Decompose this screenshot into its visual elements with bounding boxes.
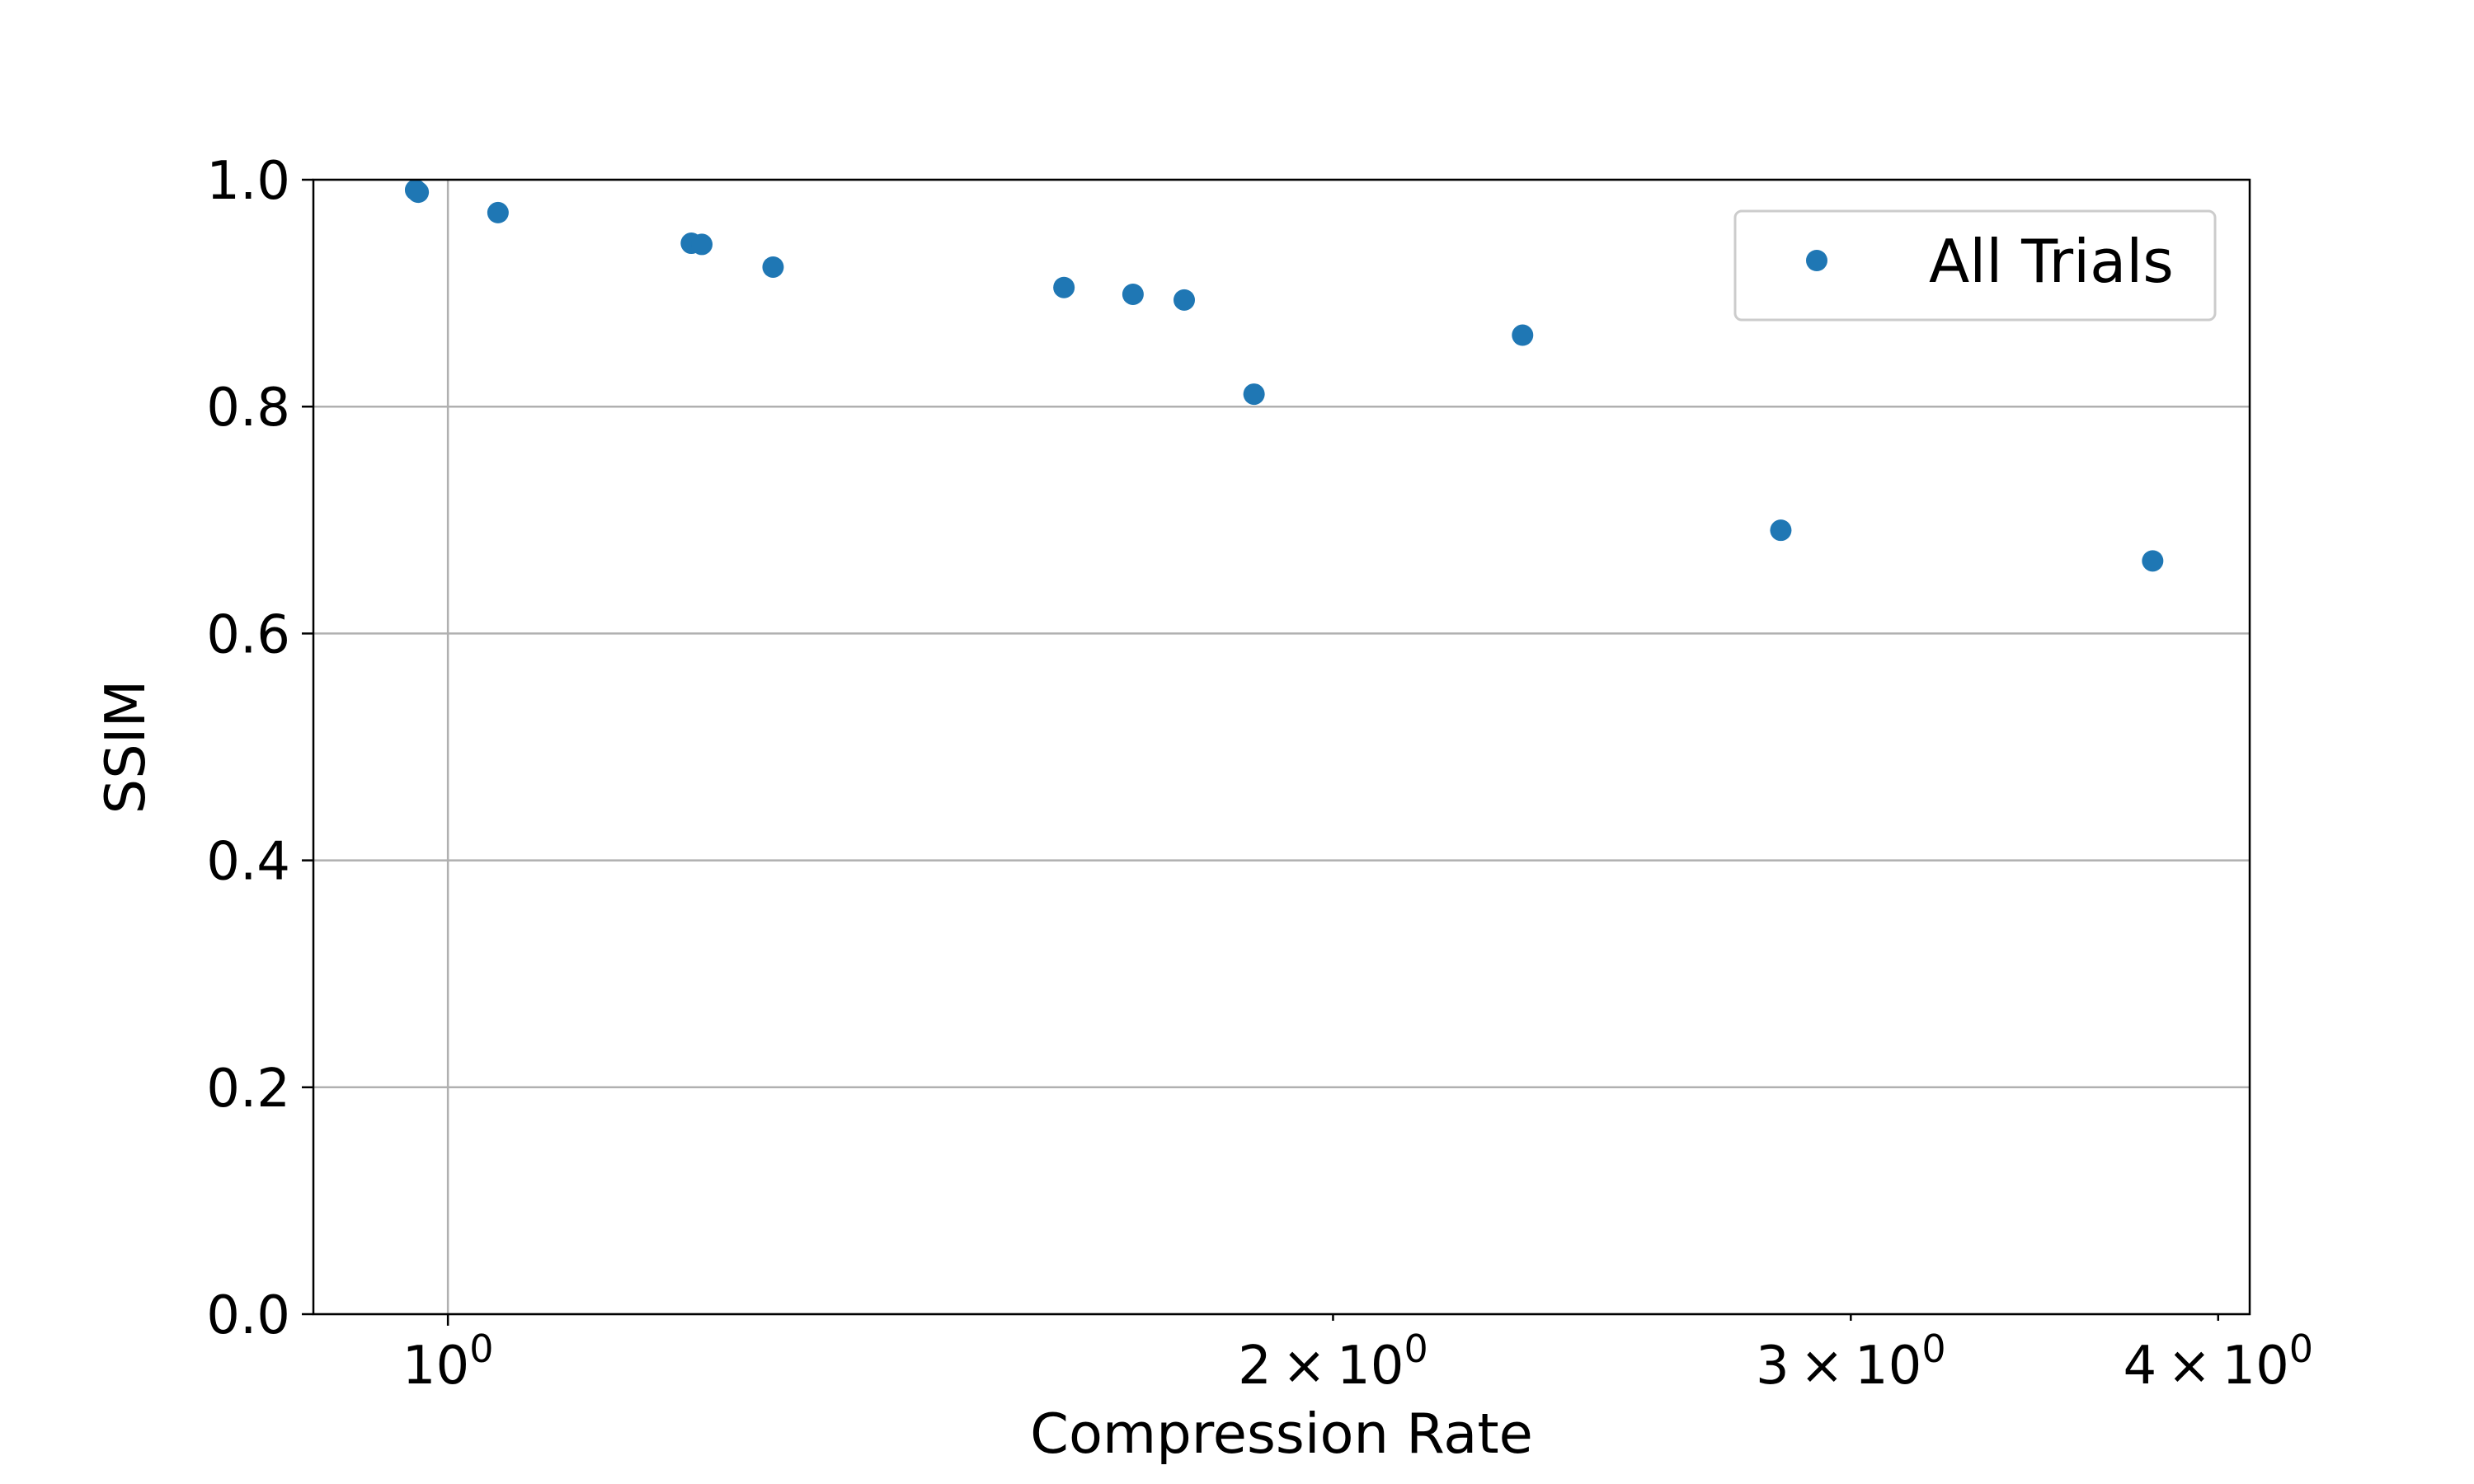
- y-tick-label: 0.2: [206, 1059, 290, 1120]
- x-tick-label: 100: [402, 1327, 494, 1397]
- y-tick-label: 0.8: [206, 378, 290, 439]
- plot-frame: [312, 178, 2251, 1316]
- x-tick-label: 2 × 100: [1238, 1327, 1428, 1397]
- data-point: [1174, 289, 1196, 311]
- y-tick-label: 0.4: [206, 832, 290, 893]
- data-point: [1122, 283, 1144, 305]
- data-point: [1512, 324, 1534, 346]
- y-tick-label: 0.6: [206, 604, 290, 665]
- data-point: [1770, 519, 1792, 542]
- data-point: [487, 201, 509, 223]
- data-point: [1243, 383, 1265, 406]
- y-tick-label: 1.0: [206, 151, 290, 212]
- axis-ticks: [302, 178, 2220, 1326]
- x-tick-label: 3 × 100: [1756, 1327, 1946, 1397]
- legend-label: All Trials: [1929, 227, 2174, 296]
- legend: All Trials: [1733, 209, 2217, 322]
- data-point: [1053, 276, 1075, 298]
- x-axis-label: Compression Rate: [1030, 1402, 1533, 1466]
- y-tick-label: 0.0: [206, 1285, 290, 1346]
- data-point: [691, 233, 713, 256]
- data-point: [2142, 550, 2164, 572]
- x-tick-label: 4 × 100: [2123, 1327, 2313, 1397]
- data-points: [404, 179, 2164, 572]
- tick-labels: 0.0 0.2 0.4 0.6 0.8 1.0 100 2 × 100 3 × 100 4 × 1…: [206, 151, 2313, 1397]
- legend-box: [1733, 209, 2217, 322]
- y-axis-label: SSIM: [93, 680, 158, 815]
- data-point: [762, 256, 784, 278]
- data-point: [407, 181, 430, 204]
- legend-marker: [1806, 250, 1827, 271]
